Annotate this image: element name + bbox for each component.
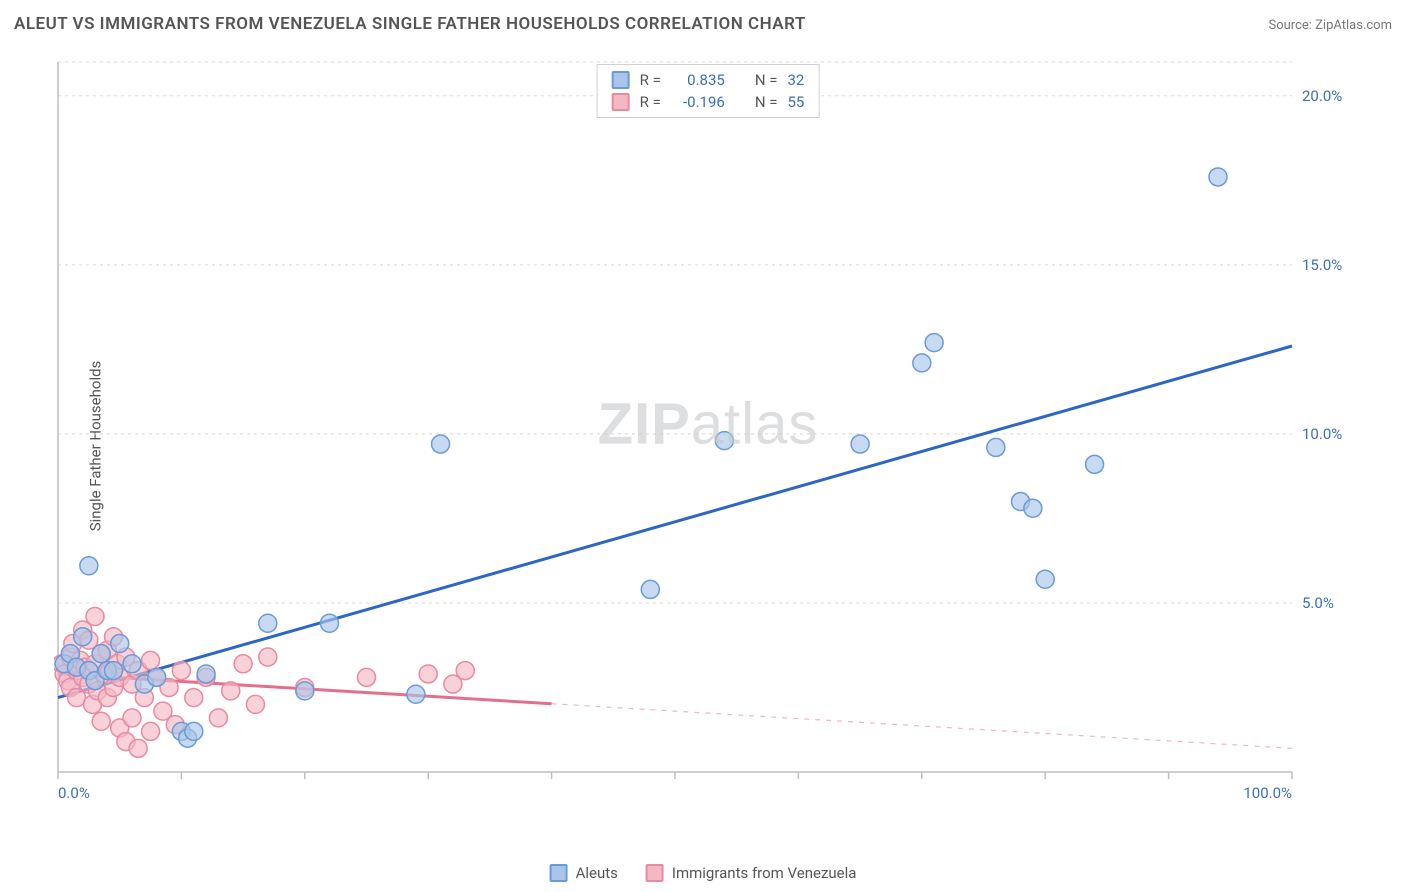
swatch-aleuts (550, 864, 568, 882)
legend-label: Immigrants from Venezuela (672, 864, 857, 882)
legend-label: Aleuts (576, 864, 618, 882)
n-value: 32 (787, 71, 804, 89)
chart-title: ALEUT VS IMMIGRANTS FROM VENEZUELA SINGL… (14, 14, 806, 34)
n-label: N = (755, 93, 778, 111)
n-label: N = (755, 71, 778, 89)
svg-text:20.0%: 20.0% (1302, 87, 1342, 105)
r-label: R = (640, 93, 661, 111)
r-value: 0.835 (671, 71, 725, 89)
chart-area: 0.0%100.0%5.0%10.0%15.0%20.0% ZIPatlas R… (54, 58, 1362, 820)
n-value: 55 (787, 93, 804, 111)
series-legend: Aleuts Immigrants from Venezuela (550, 864, 857, 882)
legend-row-aleuts: R = 0.835 N = 32 (612, 71, 805, 89)
svg-text:0.0%: 0.0% (58, 784, 90, 802)
scatter-plot: 0.0% 100.0% 5.0% 10.0% 15.0% 20.0% (54, 58, 1362, 820)
legend-item-aleuts: Aleuts (550, 864, 618, 882)
svg-text:15.0%: 15.0% (1302, 256, 1342, 274)
legend-row-venezuela: R = -0.196 N = 55 (612, 93, 805, 111)
chart-header: ALEUT VS IMMIGRANTS FROM VENEZUELA SINGL… (14, 14, 1392, 34)
legend-item-venezuela: Immigrants from Venezuela (646, 864, 857, 882)
svg-text:5.0%: 5.0% (1302, 594, 1334, 612)
swatch-venezuela (646, 864, 664, 882)
r-value: -0.196 (671, 93, 725, 111)
chart-source: Source: ZipAtlas.com (1268, 18, 1392, 33)
r-label: R = (640, 71, 661, 89)
svg-text:10.0%: 10.0% (1302, 425, 1342, 443)
correlation-legend: R = 0.835 N = 32 R = -0.196 N = 55 (597, 64, 820, 118)
swatch-venezuela (612, 93, 630, 111)
swatch-aleuts (612, 71, 630, 89)
svg-text:100.0%: 100.0% (1243, 784, 1292, 802)
